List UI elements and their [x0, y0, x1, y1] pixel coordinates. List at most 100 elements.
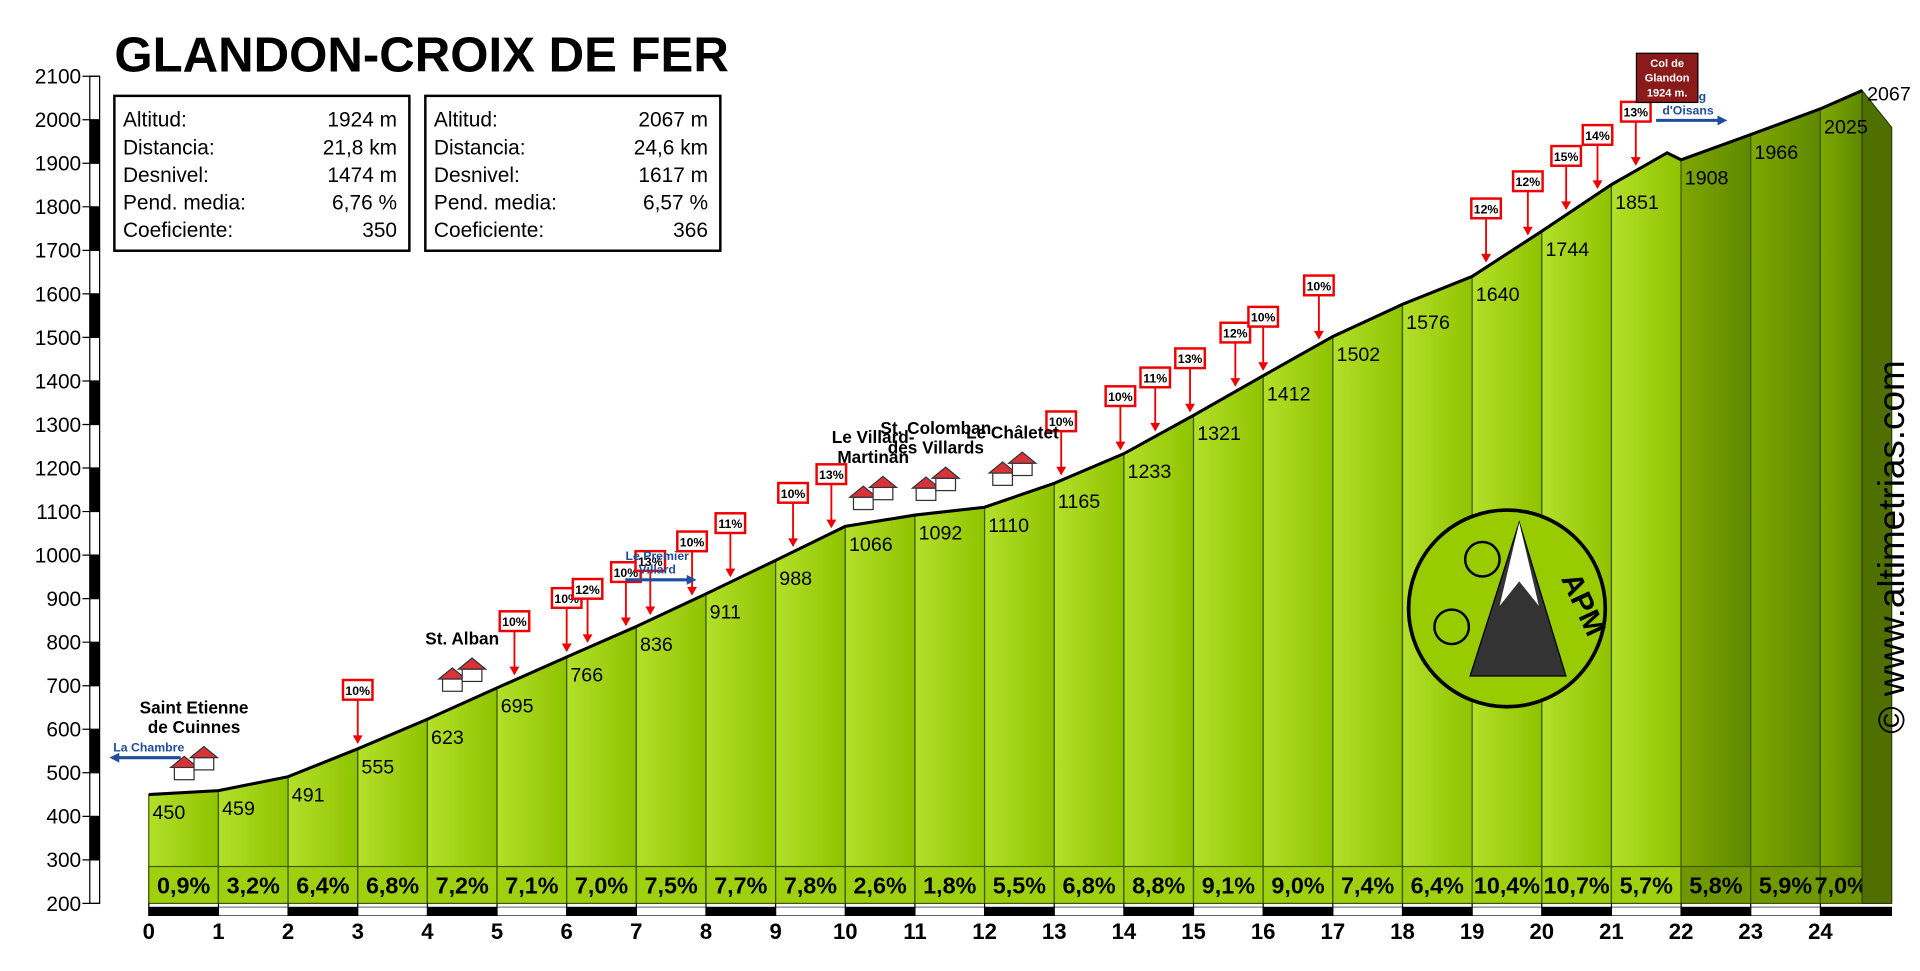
marker-box — [609, 561, 642, 584]
gradient-band — [1262, 865, 1334, 905]
profile-column — [1053, 452, 1125, 905]
stats-value: 1474 m — [327, 164, 397, 187]
marker-arrowhead — [1150, 422, 1161, 432]
x-strip — [775, 906, 846, 916]
x-tick-label: 8 — [700, 919, 712, 944]
gradient-label: 7,0% — [575, 873, 628, 899]
x-strip — [218, 906, 289, 916]
x-tick-label: 0 — [143, 919, 155, 944]
stats-label: Coeficiente: — [434, 219, 544, 242]
marker-box — [1470, 197, 1503, 220]
x-tick-label: 12 — [972, 919, 997, 944]
marker-box — [1302, 274, 1335, 297]
x-strip — [287, 906, 359, 916]
credit: © www.altimetrias.com — [1871, 360, 1912, 733]
marker-box — [1045, 410, 1078, 433]
y-ruler-segment — [89, 293, 100, 338]
gradient-label: 5,9% — [1759, 873, 1812, 899]
y-ruler-segment — [89, 468, 100, 512]
marker-arrowhead — [509, 666, 520, 676]
x-tick-label: 11 — [903, 919, 926, 944]
gradient-band — [1819, 865, 1863, 905]
gradient-band — [1610, 865, 1682, 905]
marker-box — [777, 481, 810, 504]
elevation-label: 1233 — [1128, 461, 1172, 483]
y-ruler-segment — [89, 729, 100, 773]
logo-wheel — [1463, 540, 1501, 578]
marker-arrowhead — [1056, 466, 1067, 476]
marker-arrowhead — [1561, 201, 1572, 210]
sign-arrowhead — [686, 574, 697, 585]
stats-value: 2067 m — [638, 109, 708, 132]
marker-label: 13% — [1624, 106, 1649, 120]
house-roof — [867, 475, 899, 489]
marker-box — [571, 577, 604, 600]
col-box — [1635, 52, 1699, 104]
y-tick-label: 1100 — [36, 501, 81, 524]
marker-label: 10% — [680, 535, 705, 549]
x-tick-label: 10 — [833, 919, 858, 944]
profile-column — [1192, 374, 1264, 905]
marker-arrowhead — [1258, 362, 1269, 371]
house-wall — [992, 472, 1014, 486]
gradient-band — [1192, 865, 1264, 905]
x-strip — [844, 906, 916, 916]
stats-value: 1617 m — [638, 164, 708, 187]
x-strip — [1332, 906, 1403, 916]
gradient-label: 10,4% — [1474, 873, 1540, 899]
x-tick-label: 18 — [1390, 919, 1415, 944]
sign-arrowhead — [109, 752, 120, 763]
marker-label: 13% — [819, 468, 844, 482]
house-wall — [173, 766, 195, 781]
profile-column — [914, 506, 986, 905]
stats-label: Pend. media: — [434, 192, 557, 215]
gradient-band — [914, 865, 986, 905]
x-strip — [1680, 906, 1752, 916]
x-strip — [1193, 906, 1264, 916]
marker-arrowhead — [1185, 403, 1195, 413]
elevation-label: 695 — [501, 695, 534, 717]
stats-value: 6,57 % — [643, 192, 708, 215]
col-label: Col de — [1650, 58, 1684, 70]
x-strip — [1123, 906, 1194, 916]
profile-column — [844, 514, 916, 905]
profile-column — [1610, 152, 1682, 905]
y-tick-label: 600 — [46, 719, 81, 742]
marker-label: 10% — [502, 615, 527, 629]
gradient-label: 2,6% — [853, 873, 906, 899]
profile-column — [1819, 89, 1863, 905]
y-tick-label: 200 — [46, 893, 81, 916]
house-wall — [935, 477, 957, 492]
gradient-band — [705, 865, 777, 905]
elevation-label: 1640 — [1476, 284, 1520, 306]
x-tick-label: 9 — [769, 919, 781, 944]
gradient-label: 6,4% — [1411, 873, 1464, 899]
marker-arrowhead — [788, 538, 798, 547]
marker-label: 12% — [575, 583, 600, 597]
house-roof — [930, 466, 961, 479]
x-tick-label: 15 — [1181, 919, 1206, 944]
y-tick-label: 900 — [46, 588, 81, 611]
marker-arrowhead — [620, 617, 631, 627]
marker-arrowhead — [1481, 253, 1491, 263]
marker-box — [634, 549, 667, 573]
gradient-band — [983, 865, 1055, 905]
gradient-label: 6,8% — [366, 873, 419, 899]
elevation-label: 2025 — [1824, 116, 1868, 138]
sign-arrowhead — [1717, 115, 1728, 126]
marker-arrowhead — [1522, 226, 1533, 236]
gradient-band — [426, 865, 498, 905]
marker-label: 11% — [718, 517, 742, 531]
x-strip — [1053, 906, 1125, 916]
village-label: St. Alban — [425, 629, 499, 649]
marker-label: 13% — [1178, 352, 1203, 366]
profile-edge — [1861, 88, 1893, 905]
elevation-label: 555 — [361, 756, 394, 778]
gradient-band — [566, 865, 637, 905]
elevation-label: 491 — [292, 784, 325, 806]
marker-box — [498, 610, 531, 633]
stats-label: Desnivel: — [434, 164, 520, 187]
house-roof — [1007, 451, 1038, 464]
gradient-label: 7,0% — [1815, 873, 1868, 899]
